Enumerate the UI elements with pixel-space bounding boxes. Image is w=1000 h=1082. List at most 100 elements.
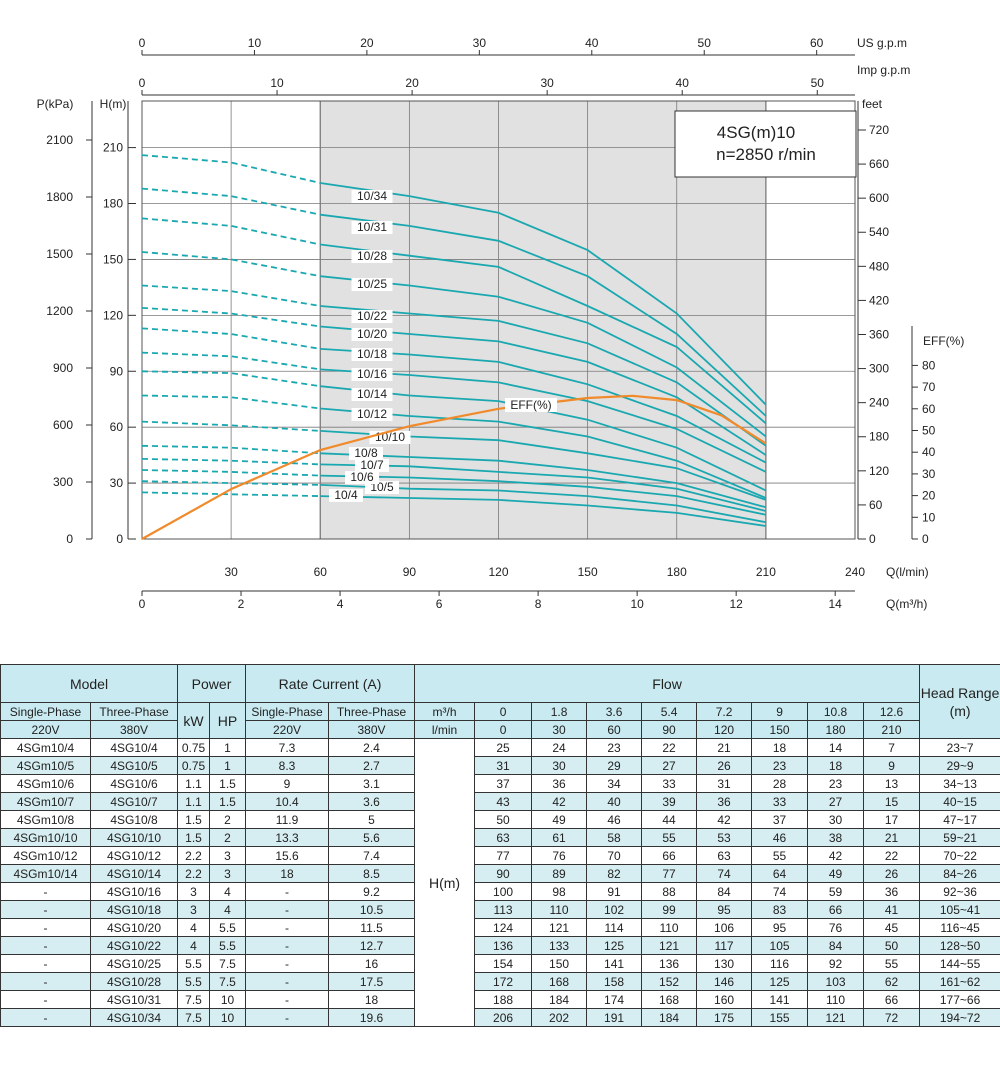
- head-value: 110: [807, 990, 865, 1009]
- current-220: -: [245, 900, 330, 919]
- power-kw: 0.75: [177, 756, 211, 775]
- efficiency-label: EFF(%): [510, 398, 551, 412]
- flow-m3h-0: 0: [474, 702, 533, 721]
- head-value: 191: [586, 1008, 643, 1027]
- q-lmin-label: Q(l/min): [886, 565, 929, 579]
- model-box: [674, 110, 857, 178]
- head-value: 88: [641, 882, 698, 901]
- q-lmin-tick-label: 150: [578, 565, 598, 579]
- head-range: 92~36: [919, 882, 1000, 901]
- feet-tick-label: 300: [869, 362, 889, 376]
- current-220: -: [245, 882, 330, 901]
- eff-tick-label: 80: [922, 358, 936, 372]
- power-kw: 5.5: [177, 972, 211, 991]
- head-value: 17: [863, 810, 921, 829]
- table-row: -4SG10/22 4 5.5-12.7 136 133 125 121 117 105 84 50…: [0, 936, 1000, 955]
- current-220: -: [245, 1008, 330, 1027]
- head-value: 125: [586, 936, 643, 955]
- head-value: 63: [474, 828, 533, 847]
- power-kw: 1.5: [177, 828, 211, 847]
- q-m3h-tick-label: 10: [630, 597, 644, 611]
- current-380: 8.5: [328, 864, 416, 883]
- curve-10-31-dashed: [141, 187, 321, 216]
- performance-table: Model Power Rate Current (A) Flow Head R…: [0, 664, 1000, 1027]
- current-220: 15.6: [245, 846, 330, 865]
- curve-label: 10/22: [357, 309, 387, 323]
- power-hp: 3: [209, 846, 247, 865]
- head-value: 110: [641, 918, 698, 937]
- current-header: Rate Current (A): [245, 664, 416, 703]
- curve-label-bg: [351, 348, 393, 361]
- head-value: 21: [863, 828, 921, 847]
- power-kw: 2.2: [177, 864, 211, 883]
- feet-tick-label: 60: [869, 498, 883, 512]
- curve-label: 10/31: [357, 220, 387, 234]
- curve-label: 10/6: [350, 470, 374, 484]
- curve-label-bg: [345, 471, 379, 484]
- head-value: 7: [863, 738, 921, 757]
- head-value: 46: [751, 828, 809, 847]
- head-value: 55: [751, 846, 809, 865]
- head-value: 31: [474, 756, 533, 775]
- head-value: 130: [696, 954, 753, 973]
- current-380: 16: [328, 954, 416, 973]
- q-lmin-tick-label: 60: [314, 565, 328, 579]
- single-phase-model: -: [0, 990, 91, 1009]
- curve-label: 10/14: [357, 387, 387, 401]
- three-voltage-header: 380V: [89, 720, 179, 739]
- head-value: 30: [531, 756, 588, 775]
- head-value: 66: [807, 900, 865, 919]
- flow-lmin-7: 210: [863, 720, 921, 739]
- us-gpm-tick-label: 50: [698, 36, 712, 50]
- head-value: 53: [696, 828, 753, 847]
- table-row: -4SG10/25 5.5 7.5-16 154 150 141 136 130 116 92 55…: [0, 954, 1000, 973]
- head-value: 77: [474, 846, 533, 865]
- current-380: 5: [328, 810, 416, 829]
- three-phase-model: 4SG10/6: [89, 774, 179, 793]
- efficiency-label-bg: [505, 398, 557, 412]
- current-220: -: [245, 954, 330, 973]
- head-value: 168: [641, 990, 698, 1009]
- model-speed: n=2850 r/min: [716, 145, 816, 164]
- q-lmin-tick-label: 30: [224, 565, 238, 579]
- head-value: 72: [863, 1008, 921, 1027]
- head-value: 114: [586, 918, 643, 937]
- head-value: 44: [641, 810, 698, 829]
- current-220: 11.9: [245, 810, 330, 829]
- head-value: 124: [474, 918, 533, 937]
- head-value: 55: [641, 828, 698, 847]
- current-380: 7.4: [328, 846, 416, 865]
- head-value: 91: [586, 882, 643, 901]
- head-value: 36: [531, 774, 588, 793]
- head-value: 58: [586, 828, 643, 847]
- power-hp: 2: [209, 828, 247, 847]
- current-380: 9.2: [328, 882, 416, 901]
- q-lmin-tick-label: 180: [667, 565, 687, 579]
- head-value: 154: [474, 954, 533, 973]
- power-hp: 10: [209, 1008, 247, 1027]
- eff-tick-label: 60: [922, 402, 936, 416]
- head-value: 133: [531, 936, 588, 955]
- head-value: 31: [696, 774, 753, 793]
- curve-10-28-dashed: [141, 217, 321, 246]
- flow-m3h-6: 10.8: [807, 702, 865, 721]
- head-range: 177~66: [919, 990, 1000, 1009]
- head-value: 43: [474, 792, 533, 811]
- curve-10-34-dashed: [141, 154, 321, 184]
- single-phase-model: -: [0, 936, 91, 955]
- single-phase-model: 4SGm10/8: [0, 810, 91, 829]
- q-m3h-tick-label: 6: [436, 597, 443, 611]
- head-label: H(m): [100, 97, 127, 111]
- head-value: 36: [863, 882, 921, 901]
- current-220: 7.3: [245, 738, 330, 757]
- power-hp: 1.5: [209, 792, 247, 811]
- power-kw: 3: [177, 900, 211, 919]
- us-gpm-tick-label: 20: [360, 36, 374, 50]
- curve-label-bg: [355, 459, 389, 472]
- current-380: 10.5: [328, 900, 416, 919]
- three-phase-model: 4SG10/4: [89, 738, 179, 757]
- head-value: 18: [751, 738, 809, 757]
- feet-tick-label: 120: [869, 464, 889, 478]
- current-380: 2.7: [328, 756, 416, 775]
